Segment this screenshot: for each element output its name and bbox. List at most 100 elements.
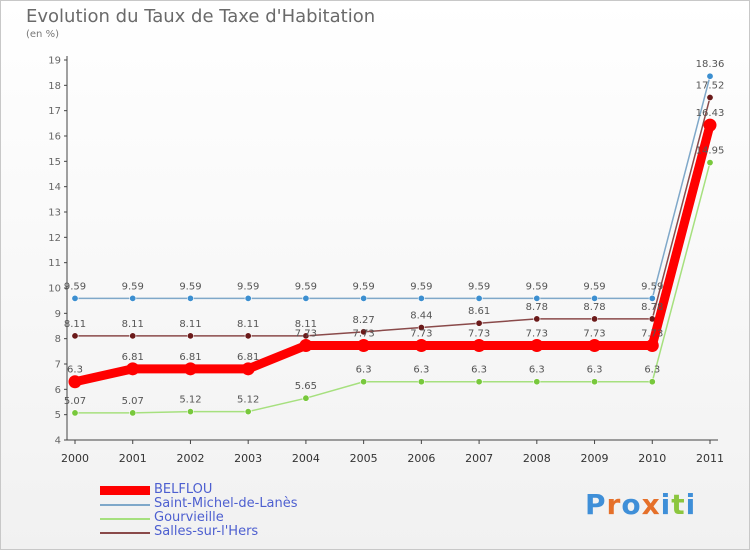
data-point [299,339,313,353]
data-point [71,409,79,417]
data-point [530,339,544,353]
series-line-gourvieille [74,161,711,414]
data-point [417,294,425,302]
data-point [241,362,255,376]
data-point [591,378,599,386]
y-tick-label: 19 [48,56,61,67]
data-point [588,339,602,353]
y-tick-label: 11 [48,258,61,269]
data-label: 7.73 [526,329,548,340]
data-label: 7.73 [468,329,490,340]
x-tick-label: 2010 [638,452,666,465]
data-point [129,409,137,417]
x-tick-label: 2005 [350,452,378,465]
data-point [703,118,717,132]
data-point [244,332,252,340]
data-label: 6.3 [413,365,429,376]
x-tick-label: 2002 [176,452,204,465]
data-point [706,72,714,80]
series-line-saint-michel-de-lan-s [74,75,711,300]
series-line-belflou [70,120,715,387]
data-point [475,378,483,386]
data-label: 14.95 [696,146,725,157]
data-label: 9.59 [179,281,201,292]
data-point [186,294,194,302]
data-label: 7.73 [353,329,375,340]
data-label: 9.59 [64,281,86,292]
data-label: 9.59 [295,281,317,292]
data-label: 9.59 [641,281,663,292]
legend-label-belflou: BELFLOU [154,482,213,497]
data-label: 8.78 [641,302,663,313]
data-label: 6.81 [179,352,201,363]
data-point [186,332,194,340]
legend-swatch-belflou [100,486,150,495]
y-tick-label: 16 [48,132,61,143]
legend-label-gourvieille: Gourvieille [154,510,224,525]
x-tick-label: 2009 [581,452,609,465]
data-label: 9.59 [583,281,605,292]
data-label: 8.11 [237,319,259,330]
data-point [360,294,368,302]
data-point [417,378,425,386]
data-label: 5.07 [122,396,144,407]
data-point [475,319,483,327]
data-point [244,408,252,416]
data-label: 6.3 [644,365,660,376]
data-label: 7.73 [583,329,605,340]
x-tick-label: 2001 [119,452,147,465]
data-point [360,328,368,336]
x-tick-label: 2007 [465,452,493,465]
data-point [648,378,656,386]
data-label: 6.3 [67,365,83,376]
data-label: 8.11 [295,319,317,330]
data-point [302,294,310,302]
y-tick-label: 15 [48,157,61,168]
data-label: 7.73 [410,329,432,340]
proxiti-logo: Proxiti [585,488,697,521]
data-point [68,375,82,389]
chart-title: Evolution du Taux de Taxe d'Habitation [26,6,376,27]
y-tick-label: 10 [48,284,61,295]
data-label: 7.73 [295,329,317,340]
data-point [533,294,541,302]
series-line-salles-sur-l-hers [74,96,711,337]
data-point [645,339,659,353]
y-tick-label: 8 [55,334,61,345]
data-label: 17.52 [696,80,725,91]
y-tick-label: 9 [55,309,61,320]
data-label: 9.59 [122,281,144,292]
y-tick-label: 4 [55,436,61,447]
y-tick-label: 7 [55,360,61,371]
data-label: 5.65 [295,381,317,392]
y-tick-label: 5 [55,410,61,421]
data-label: 9.59 [526,281,548,292]
legend-label-salles: Salles-sur-l'Hers [154,524,259,539]
data-label: 9.59 [410,281,432,292]
data-label: 9.59 [237,281,259,292]
data-label: 7.73 [641,329,663,340]
data-point [648,294,656,302]
data-point [302,394,310,402]
data-label: 8.11 [64,319,86,330]
data-label: 8.78 [526,302,548,313]
data-label: 18.36 [696,59,725,70]
data-point [417,324,425,332]
data-label: 5.12 [237,395,259,406]
legend-swatch-saint-michel [100,504,150,506]
data-label: 16.43 [696,108,725,119]
x-tick-label: 2011 [696,452,724,465]
data-label: 8.27 [353,315,375,326]
data-label: 5.12 [179,395,201,406]
data-label: 6.3 [471,365,487,376]
data-point [533,315,541,323]
data-label: 6.81 [122,352,144,363]
x-tick-label: 2004 [292,452,320,465]
data-label: 6.81 [237,352,259,363]
data-label: 8.44 [410,311,432,322]
x-tick-label: 2006 [407,452,435,465]
y-tick-label: 17 [48,106,61,117]
data-label: 6.3 [356,365,372,376]
